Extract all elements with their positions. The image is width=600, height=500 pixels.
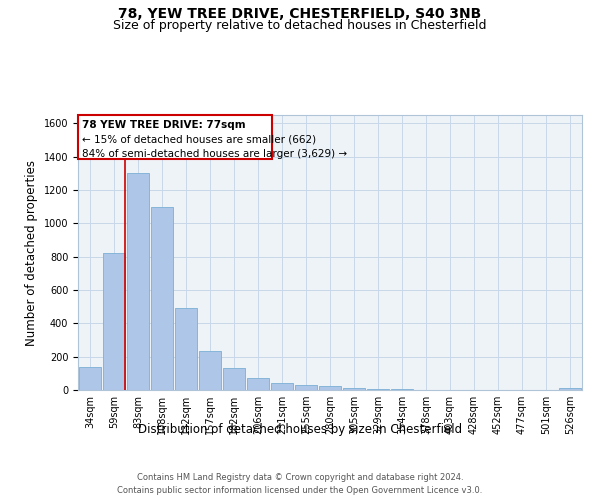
Bar xyxy=(391,389,413,390)
Bar xyxy=(223,368,245,390)
Text: 78 YEW TREE DRIVE: 77sqm: 78 YEW TREE DRIVE: 77sqm xyxy=(82,120,246,130)
Bar xyxy=(127,174,149,390)
Bar xyxy=(271,382,293,390)
Text: 84% of semi-detached houses are larger (3,629) →: 84% of semi-detached houses are larger (… xyxy=(82,148,347,158)
Bar xyxy=(367,388,389,390)
Text: Contains HM Land Registry data © Crown copyright and database right 2024.: Contains HM Land Registry data © Crown c… xyxy=(137,472,463,482)
Bar xyxy=(151,206,173,390)
Bar xyxy=(79,116,272,159)
Bar xyxy=(559,388,581,390)
Y-axis label: Number of detached properties: Number of detached properties xyxy=(25,160,38,346)
Text: Contains public sector information licensed under the Open Government Licence v3: Contains public sector information licen… xyxy=(118,486,482,495)
Bar xyxy=(103,254,125,390)
Bar xyxy=(319,386,341,390)
Bar xyxy=(199,351,221,390)
Bar xyxy=(295,385,317,390)
Bar xyxy=(247,378,269,390)
Text: 78, YEW TREE DRIVE, CHESTERFIELD, S40 3NB: 78, YEW TREE DRIVE, CHESTERFIELD, S40 3N… xyxy=(118,8,482,22)
Text: Size of property relative to detached houses in Chesterfield: Size of property relative to detached ho… xyxy=(113,18,487,32)
Bar xyxy=(343,388,365,390)
Text: ← 15% of detached houses are smaller (662): ← 15% of detached houses are smaller (66… xyxy=(82,134,316,144)
Text: Distribution of detached houses by size in Chesterfield: Distribution of detached houses by size … xyxy=(138,422,462,436)
Bar xyxy=(79,366,101,390)
Bar xyxy=(175,308,197,390)
